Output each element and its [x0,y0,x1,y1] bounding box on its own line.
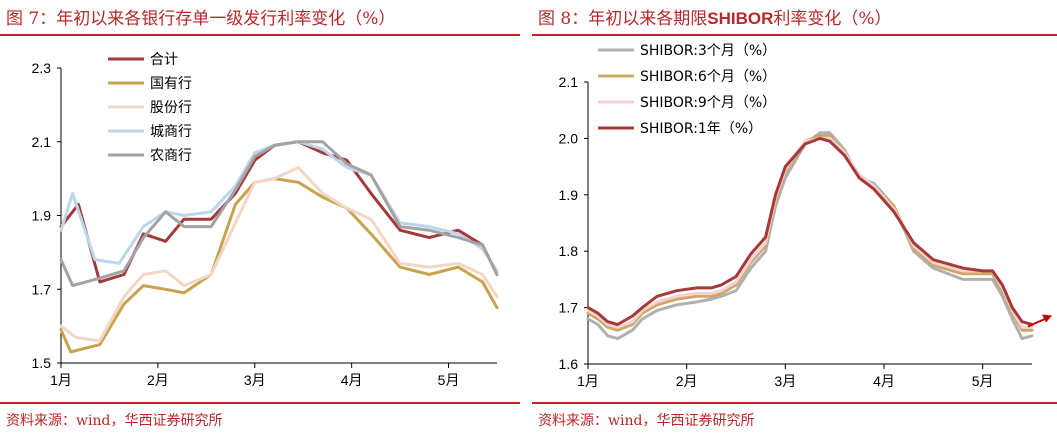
line-chart-right: 1.6 1.7 1.8 1.9 2.0 2.1 1月 2月 3月 4月 5月 SHIBOR:3个月（%… [559,43,1052,389]
legend-label: SHIBOR:6个月（%） [640,69,776,85]
title-rule [532,34,1057,36]
x-tick-label: 2月 [676,373,698,389]
x-tick-label: 1月 [50,372,72,388]
series-line-3 [59,140,499,273]
x-tick-label: 5月 [972,373,994,389]
source-note-right: 资料来源：wind，华西证券研究所 [538,413,755,429]
title-text-pre: 年初以来各期限 [588,9,708,29]
x-tick-label: 3月 [244,372,266,388]
chart-title-right: 图 8：年初以来各期限SHIBOR利率变化（%） [538,4,892,29]
title-rule [0,34,520,36]
y-tick-label: 1.7 [32,281,52,297]
x-tick-label: 5月 [438,372,460,388]
x-tick-label: 2月 [147,372,169,388]
figure-label: 图 8： [538,9,589,29]
x-tick-label: 4月 [341,372,363,388]
legend-label: 城商行 [150,124,192,140]
series-line-4 [59,140,499,288]
title-text-bold: SHIBOR [707,9,774,28]
y-tick-label: 1.5 [32,355,52,371]
y-tick-label: 1.9 [559,187,579,203]
y-tick-label: 2.1 [32,134,52,150]
y-tick-label: 1.9 [32,208,52,224]
trend-arrow-icon [1027,314,1052,328]
y-tick-label: 2.1 [559,74,579,90]
legend-label: 农商行 [150,148,192,164]
figure-label: 图 7： [6,9,57,29]
legend-label: 国有行 [150,76,192,92]
series-line-0 [59,140,499,284]
legend-label: SHIBOR:1年（%） [640,121,762,137]
legend-label: SHIBOR:3个月（%） [640,43,776,59]
chart-panel-left: 图 7：年初以来各银行存单一级发行利率变化（%） 1.5 1.7 1.9 2.1 2.3… [0,0,520,437]
series-line-3 [586,136,1034,326]
y-tick-label: 1.6 [559,356,579,372]
source-rule [0,402,520,404]
title-text: 年初以来各银行存单一级发行利率变化（%） [56,9,396,29]
legend-label: 合计 [150,52,178,68]
series-line-1 [586,134,1034,332]
x-tick-label: 3月 [774,373,796,389]
chart-title-left: 图 7：年初以来各银行存单一级发行利率变化（%） [6,4,395,29]
series-line-2 [59,166,499,343]
title-text-post: 利率变化（%） [773,9,892,29]
legend-label: 股份行 [150,100,192,116]
x-tick-label: 1月 [577,373,599,389]
y-tick-label: 2.3 [32,60,52,76]
series-line-0 [586,131,1034,341]
source-note-left: 资料来源：wind，华西证券研究所 [6,413,223,429]
source-rule [532,402,1057,404]
y-tick-label: 2.0 [559,130,579,146]
y-tick-label: 1.7 [559,300,579,316]
y-tick-label: 1.8 [559,243,579,259]
legend-label: SHIBOR:9个月（%） [640,95,776,111]
x-tick-label: 4月 [873,373,895,389]
chart-panel-right: 图 8：年初以来各期限SHIBOR利率变化（%） 1.6 1.7 1.8 1.9 2.0… [532,0,1057,437]
